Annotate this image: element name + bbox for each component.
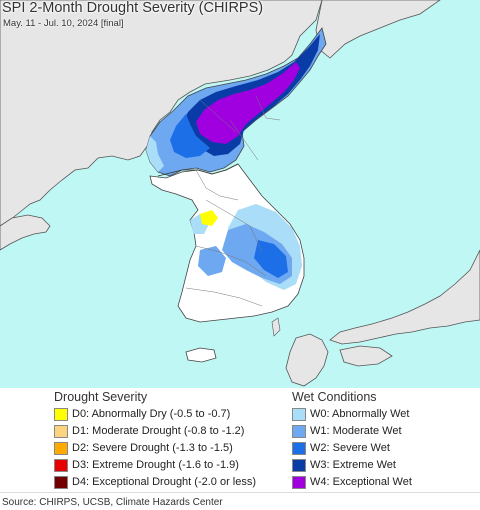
page-title: SPI 2-Month Drought Severity (CHIRPS) bbox=[2, 0, 264, 16]
w0-swatch bbox=[292, 407, 306, 421]
w2-swatch bbox=[292, 441, 306, 455]
wet-w2-region bbox=[170, 114, 210, 158]
wet-w4-region bbox=[196, 62, 300, 144]
jeju-island bbox=[185, 347, 217, 363]
wet-w0-region bbox=[146, 136, 164, 172]
drought-d0-patch bbox=[200, 210, 218, 226]
w1-swatch bbox=[292, 424, 306, 438]
legend-item-w0: W0: Abnormally Wet bbox=[292, 406, 409, 422]
legend-item-w4: W4: Exceptional Wet bbox=[292, 474, 412, 490]
legend-item-w1: W1: Moderate Wet bbox=[292, 423, 402, 439]
d1-swatch bbox=[54, 424, 68, 438]
d2-swatch bbox=[54, 441, 68, 455]
source-credit: Source: CHIRPS, UCSB, Climate Hazards Ce… bbox=[2, 497, 223, 508]
legend-item-d4: D4: Exceptional Drought (-2.0 or less) bbox=[54, 474, 256, 490]
legend-item-w2: W2: Severe Wet bbox=[292, 440, 390, 456]
legend: Drought Severity Wet Conditions D0: Abno… bbox=[0, 388, 480, 494]
legend-item-d0: D0: Abnormally Dry (-0.5 to -0.7) bbox=[54, 406, 230, 422]
tsushima-island bbox=[271, 317, 281, 337]
d3-label: D3: Extreme Drought (-1.6 to -1.9) bbox=[72, 459, 239, 471]
sk-wet-west bbox=[198, 246, 226, 276]
d1-label: D1: Moderate Drought (-0.8 to -1.2) bbox=[72, 425, 245, 437]
date-range-subtitle: May. 11 - Jul. 10, 2024 [final] bbox=[3, 18, 124, 29]
dmz-border bbox=[157, 163, 239, 177]
d4-label: D4: Exceptional Drought (-2.0 or less) bbox=[72, 476, 257, 488]
legend-item-d3: D3: Extreme Drought (-1.6 to -1.9) bbox=[54, 457, 239, 473]
d3-swatch bbox=[54, 458, 68, 472]
drought-map bbox=[0, 0, 480, 390]
w4-swatch bbox=[292, 475, 306, 489]
d0-swatch bbox=[54, 407, 68, 421]
d0-label: D0: Abnormally Dry (-0.5 to -0.7) bbox=[72, 408, 231, 420]
province-borders bbox=[185, 95, 281, 307]
legend-item-d1: D1: Moderate Drought (-0.8 to -1.2) bbox=[54, 423, 244, 439]
wet-legend-title: Wet Conditions bbox=[292, 390, 377, 404]
w3-swatch bbox=[292, 458, 306, 472]
japan-kyushu bbox=[285, 333, 329, 387]
d2-label: D2: Severe Drought (-1.3 to -1.5) bbox=[72, 442, 233, 454]
japan-shikoku bbox=[339, 345, 393, 367]
legend-item-w3: W3: Extreme Wet bbox=[292, 457, 396, 473]
w3-label: W3: Extreme Wet bbox=[310, 459, 396, 471]
w1-label: W1: Moderate Wet bbox=[310, 425, 402, 437]
d4-swatch bbox=[54, 475, 68, 489]
w0-label: W0: Abnormally Wet bbox=[310, 408, 410, 420]
w4-label: W4: Exceptional Wet bbox=[310, 476, 412, 488]
drought-legend-title: Drought Severity bbox=[54, 390, 148, 404]
w2-label: W2: Severe Wet bbox=[310, 442, 390, 454]
japan-honshu bbox=[329, 249, 480, 345]
legend-item-d2: D2: Severe Drought (-1.3 to -1.5) bbox=[54, 440, 233, 456]
shandong-peninsula bbox=[0, 214, 51, 251]
footer-divider bbox=[0, 492, 480, 493]
sk-wet-w2 bbox=[254, 240, 288, 278]
